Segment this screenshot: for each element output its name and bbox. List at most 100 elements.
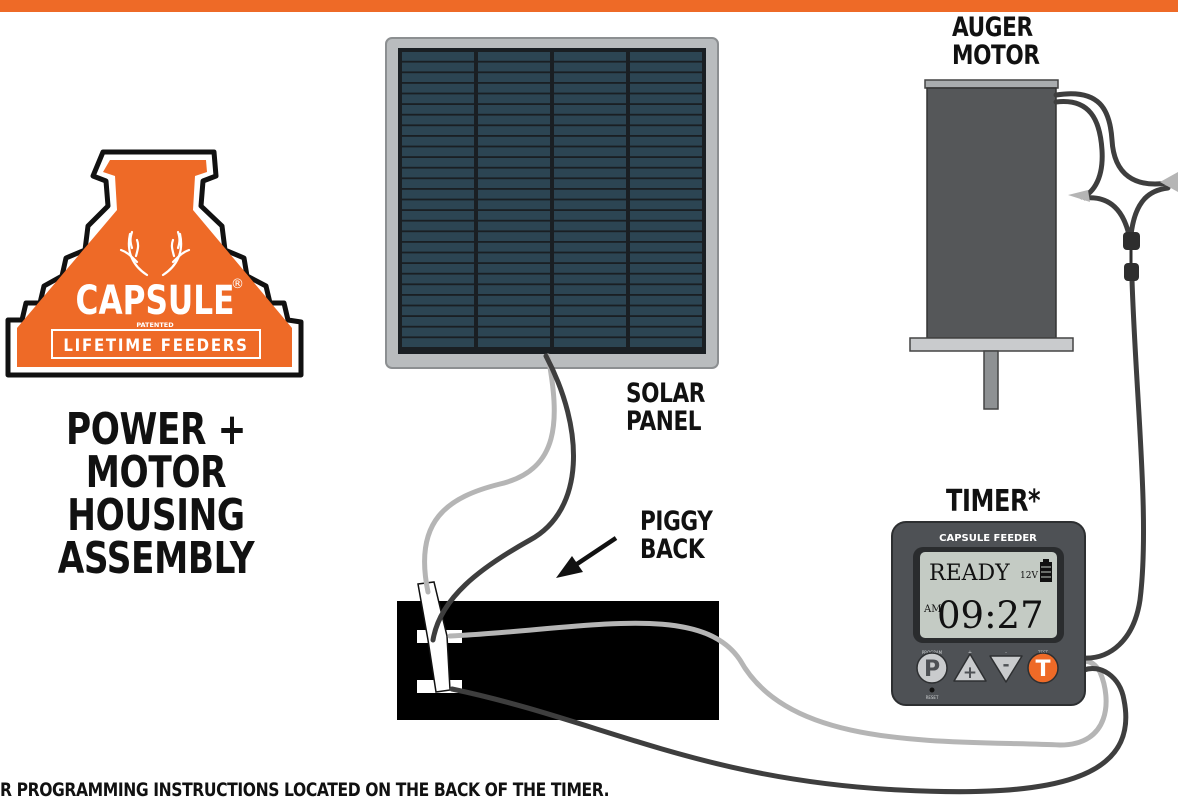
solar-cell	[630, 232, 702, 241]
solar-cell	[554, 306, 626, 316]
solar-cell	[478, 136, 550, 146]
solar-cell	[402, 115, 474, 125]
solar-cell	[554, 105, 626, 114]
caption-minus: -	[1005, 650, 1007, 656]
solar-cell	[630, 168, 702, 178]
solar-cell	[402, 136, 474, 146]
timer-motor-wire	[1079, 277, 1147, 661]
motor-wire-branch	[1082, 195, 1132, 238]
solar-cell	[402, 189, 474, 199]
battery-icon	[1040, 559, 1052, 582]
solar-cell	[630, 73, 702, 82]
motor-wire-tip-left	[1068, 190, 1090, 202]
solar-panel-label: SOLAR PANEL	[626, 380, 705, 436]
solar-cell	[630, 264, 702, 273]
timer-brand: CAPSULE FEEDER	[939, 533, 1037, 544]
solar-cell	[630, 285, 702, 294]
solar-cell	[478, 73, 550, 82]
solar-cell	[478, 317, 550, 326]
solar-cell	[402, 242, 474, 252]
solar-cell	[478, 306, 550, 316]
solar-cell	[478, 274, 550, 284]
solar-cell	[554, 285, 626, 294]
logo-fill	[17, 160, 292, 367]
motor-plug-top	[1123, 232, 1140, 250]
plus-button[interactable]: +	[953, 653, 987, 683]
solar-cell	[554, 52, 626, 61]
reset-button[interactable]	[929, 687, 935, 693]
solar-cell	[630, 221, 702, 231]
battery-timer-wire-light	[447, 620, 1109, 748]
footnote: R PROGRAMMING INSTRUCTIONS LOCATED ON TH…	[0, 779, 610, 801]
logo-tagline: LIFETIME FEEDERS	[63, 335, 248, 355]
solar-cell	[478, 200, 550, 210]
solar-cell	[630, 200, 702, 210]
logo-registered: ®	[231, 277, 244, 292]
svg-text:+: +	[963, 663, 977, 683]
piggy-label-line1: PIGGY	[640, 506, 713, 537]
piggyback-label: PIGGY BACK	[640, 508, 713, 564]
solar-cell	[554, 327, 626, 337]
solar-cell	[630, 189, 702, 199]
timer: CAPSULE FEEDER READY 12V AM 09:27 PROGRA…	[891, 521, 1086, 706]
solar-cell	[630, 295, 702, 305]
solar-cell	[478, 83, 550, 93]
solar-cell	[554, 317, 626, 326]
solar-cell	[402, 327, 474, 337]
solar-cell	[478, 264, 550, 273]
motor-plug-bottom	[1124, 263, 1139, 281]
motor-wire-branch2	[1128, 185, 1171, 238]
solar-cell	[478, 285, 550, 294]
timer-voltage: 12V	[1020, 571, 1038, 581]
solar-cell	[554, 126, 626, 135]
solar-cell	[630, 317, 702, 326]
solar-cell	[478, 221, 550, 231]
solar-cell	[554, 94, 626, 104]
solar-cell	[402, 200, 474, 210]
solar-cell	[478, 242, 550, 252]
auger-label-line2: MOTOR	[952, 40, 1040, 71]
title-line2: MOTOR HOUSING	[67, 447, 245, 541]
solar-cell	[554, 115, 626, 125]
battery	[397, 581, 719, 720]
solar-cell	[478, 253, 550, 263]
motor-wire-tip-right	[1160, 172, 1178, 192]
solar-cell	[630, 211, 702, 220]
solar-cell	[630, 147, 702, 157]
solar-cell	[478, 295, 550, 305]
solar-cell	[478, 189, 550, 199]
test-button[interactable]: T	[1027, 652, 1059, 684]
title-line3: ASSEMBLY	[57, 533, 255, 584]
solar-cell	[554, 158, 626, 167]
solar-cell	[630, 83, 702, 93]
solar-cell	[554, 168, 626, 178]
solar-cell	[402, 264, 474, 273]
program-button[interactable]: P	[916, 652, 948, 684]
solar-cell	[630, 242, 702, 252]
solar-cell	[402, 52, 474, 61]
solar-cell	[478, 62, 550, 72]
solar-cell	[478, 126, 550, 135]
solar-cell	[554, 274, 626, 284]
solar-label-line1: SOLAR	[626, 378, 706, 409]
solar-cell	[402, 232, 474, 241]
solar-cell	[402, 158, 474, 167]
solar-cell	[402, 94, 474, 104]
motor-wire-light	[1053, 99, 1105, 200]
logo-tagline-box	[51, 329, 261, 359]
solar-cell	[554, 62, 626, 72]
solar-cell	[478, 327, 550, 337]
timer-status: READY	[929, 561, 1010, 586]
solar-cell	[402, 168, 474, 178]
solar-cell	[402, 211, 474, 220]
assembly-title: POWER + MOTOR HOUSING ASSEMBLY	[23, 408, 288, 584]
solar-cell	[630, 306, 702, 316]
solar-cells	[402, 52, 702, 347]
minus-button[interactable]: -	[989, 655, 1023, 683]
solar-cell	[630, 327, 702, 337]
svg-text:T: T	[1035, 657, 1050, 682]
solar-cell	[630, 52, 702, 61]
solar-wire-dark	[430, 353, 576, 643]
solar-cell	[554, 189, 626, 199]
solar-cell	[402, 274, 474, 284]
